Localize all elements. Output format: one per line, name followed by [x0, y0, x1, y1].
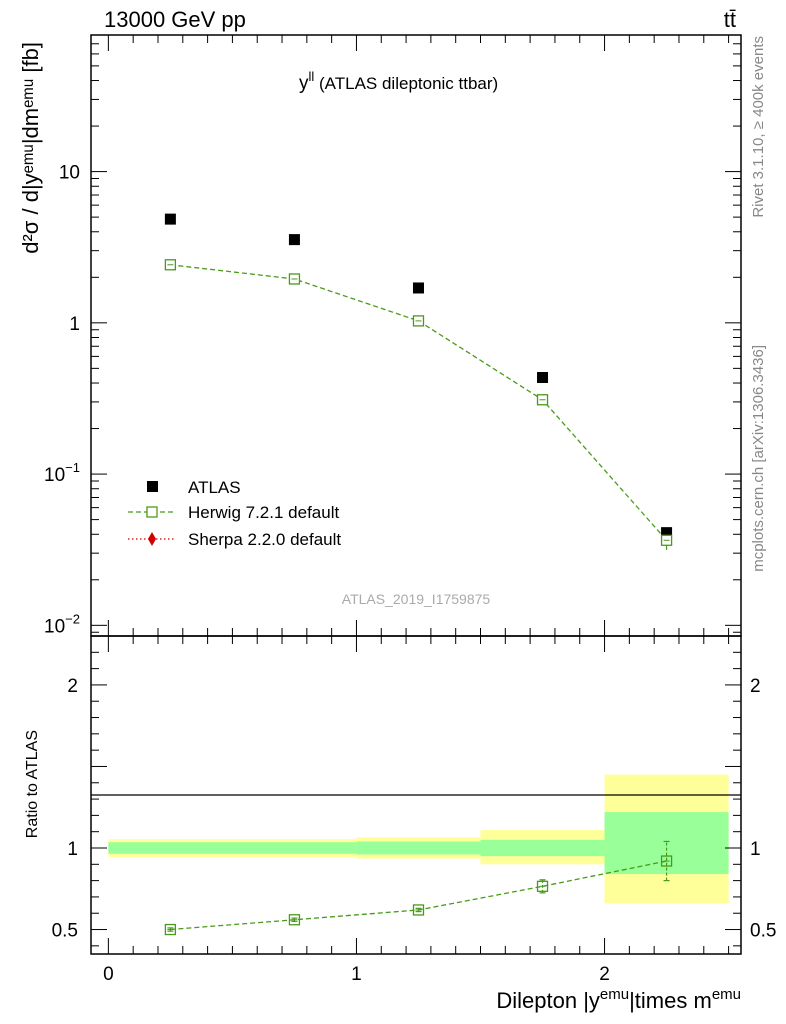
herwig-ratio-point: [412, 904, 425, 916]
herwig-ratio-point: [536, 880, 549, 892]
main-title-rest: (ATLAS dileptonic ttbar): [314, 74, 498, 93]
ratio-xtick-label: 0: [103, 964, 114, 985]
atlas-point: [164, 213, 176, 225]
herwig-line: [170, 264, 668, 541]
main-ytick-label: 10−1: [44, 460, 80, 486]
ratio-stat-band: [108, 842, 357, 854]
ratio-x-ticks: 0 1 2: [103, 636, 730, 985]
main-x-ticks: [107, 35, 730, 636]
main-ytick-label: 1: [69, 314, 80, 335]
main-ytick-label: 10: [59, 163, 80, 184]
x-axis-label-part2: |times m: [629, 988, 712, 1013]
x-axis-label-sup1: emu: [600, 986, 629, 1003]
main-ytick-label: 10−2: [44, 611, 80, 637]
atlas-point: [288, 234, 300, 246]
process-label: tt̄: [724, 7, 736, 32]
x-axis-label-sup2: emu: [712, 986, 741, 1003]
ratio-bands: [108, 774, 729, 904]
main-title-main: y: [299, 73, 309, 94]
main-title-sup: ll: [309, 69, 315, 84]
ratio-series: [164, 840, 673, 936]
herwig-ratio-point: [288, 914, 301, 926]
legend-label-sherpa: Sherpa 2.2.0 default: [188, 530, 341, 549]
ratio-ytick-label: 1: [67, 839, 78, 860]
ratio-ytick-label-right: 2: [750, 676, 761, 697]
legend: ATLAS Herwig 7.2.1 default Sherpa 2.2.0 …: [128, 478, 341, 549]
beam-label: 13000 GeV pp: [104, 7, 246, 32]
legend-marker-atlas: [147, 481, 158, 492]
main-series: [164, 213, 673, 550]
legend-marker-sherpa: [148, 532, 156, 546]
x-axis-label-part1: Dilepton |y: [496, 988, 600, 1013]
main-y-axis-label: d²σ / d|yᵉᵐᵘ|dmᵉᵐᵘ [fb]: [18, 42, 43, 254]
ratio-frame: [90, 635, 742, 955]
mcplots-label: mcplots.cern.ch [arXiv:1306.3436]: [750, 345, 767, 572]
ratio-ytick-label-right: 0.5: [750, 921, 776, 942]
legend-marker-herwig: [146, 506, 158, 518]
ratio-y-axis-label: Ratio to ATLAS: [24, 730, 41, 838]
ratio-xtick-label: 2: [599, 964, 610, 985]
rivet-label: Rivet 3.1.10, ≥ 400k events: [750, 36, 767, 218]
herwig-ratio-point: [164, 923, 177, 936]
ratio-stat-band: [356, 841, 481, 855]
main-y-ticks: 10 1 10−1 10−2: [44, 34, 741, 637]
ratio-ytick-label: 0.5: [52, 921, 78, 942]
herwig-ratio-line: [170, 860, 667, 931]
atlas-point: [412, 282, 424, 294]
atlas-point: [661, 527, 673, 539]
main-panel: 10 1 10−1 10−2 yll (ATLAS dileptonic ttbar)…: [18, 34, 742, 637]
legend-label-herwig: Herwig 7.2.1 default: [188, 503, 339, 522]
ratio-stat-band: [480, 839, 605, 857]
herwig-ratio-point: [660, 855, 673, 867]
ratio-panel: 0.5 0.5 1 1 2 2 0 1 2 Ratio to ATLAS Dilepton |…: [24, 635, 776, 1013]
ratio-ytick-label: 2: [67, 676, 78, 697]
atlas-point: [537, 372, 549, 384]
legend-entry-sherpa: Sherpa 2.2.0 default: [128, 530, 341, 549]
legend-label-atlas: ATLAS: [188, 478, 241, 497]
ratio-xtick-label: 1: [351, 964, 362, 985]
ratio-y-ticks: 0.5 0.5 1 1 2 2: [52, 635, 776, 947]
ratio-ytick-label-right: 1: [750, 839, 761, 860]
main-title: yll (ATLAS dileptonic ttbar): [299, 69, 498, 94]
legend-entry-herwig: Herwig 7.2.1 default: [128, 503, 339, 522]
x-axis-label: Dilepton |yemu|times memu: [496, 986, 741, 1013]
legend-entry-atlas: ATLAS: [147, 478, 241, 497]
watermark: ATLAS_2019_I1759875: [342, 591, 491, 607]
